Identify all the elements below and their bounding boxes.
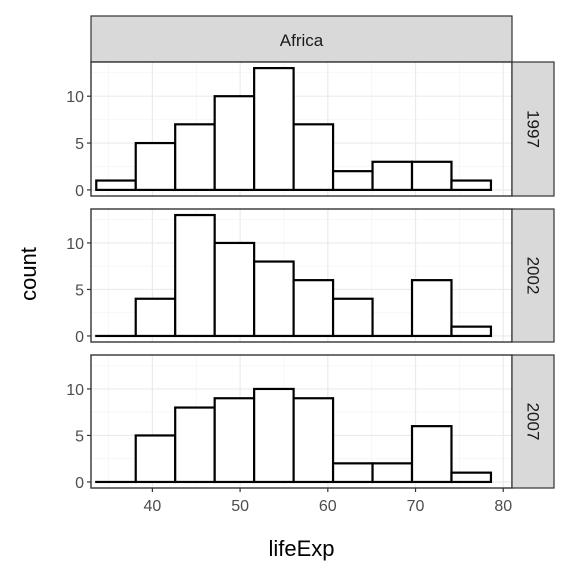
histogram-bar bbox=[175, 215, 214, 336]
panel-1997: 0 5 10 1997 bbox=[66, 62, 554, 200]
histogram-bar bbox=[333, 299, 372, 336]
histogram-bar bbox=[254, 262, 293, 336]
y-tick-label: 5 bbox=[75, 136, 84, 153]
x-tick-label: 80 bbox=[494, 498, 512, 515]
x-tick-label: 50 bbox=[231, 498, 249, 515]
histogram-bar bbox=[136, 435, 175, 482]
histogram-bar bbox=[333, 171, 372, 190]
histogram-bar bbox=[175, 408, 214, 482]
panel-2007: 0 5 10 2007 bbox=[66, 355, 554, 492]
y-tick-label: 0 bbox=[75, 329, 84, 346]
histogram-bar bbox=[294, 124, 333, 190]
histogram-bar bbox=[136, 299, 175, 336]
histogram-bar bbox=[412, 280, 451, 336]
y-tick-label: 10 bbox=[66, 382, 84, 399]
histogram-bar bbox=[294, 398, 333, 482]
y-axis-title: count bbox=[16, 247, 41, 301]
histogram-bar bbox=[333, 463, 372, 482]
x-tick-label: 70 bbox=[407, 498, 425, 515]
y-tick-label: 0 bbox=[75, 183, 84, 200]
y-tick-label: 10 bbox=[66, 89, 84, 106]
histogram-bar bbox=[373, 463, 412, 482]
histogram-bar bbox=[254, 389, 293, 482]
x-tick-label: 40 bbox=[143, 498, 161, 515]
histogram-bar bbox=[136, 143, 175, 190]
histogram-bar bbox=[215, 243, 254, 336]
histogram-bar bbox=[215, 398, 254, 482]
histogram-bar bbox=[373, 162, 412, 190]
y-tick-label: 0 bbox=[75, 475, 84, 492]
row-strip-label: 1997 bbox=[524, 110, 543, 148]
x-axis-title: lifeExp bbox=[268, 536, 334, 561]
panel-2002: 0 5 10 2002 bbox=[66, 209, 554, 346]
histogram-bar bbox=[254, 68, 293, 190]
histogram-bar bbox=[412, 162, 451, 190]
histogram-bar bbox=[294, 280, 333, 336]
row-strip-label: 2007 bbox=[524, 403, 543, 441]
histogram-bar bbox=[451, 473, 490, 482]
x-tick-label: 60 bbox=[319, 498, 337, 515]
histogram-bar bbox=[96, 181, 135, 190]
histogram-bar bbox=[451, 327, 490, 336]
panels: 0 5 10 1997 0 5 10 2002 0 5 10 2007 bbox=[66, 62, 554, 492]
column-strip-label: Africa bbox=[280, 31, 324, 50]
histogram-bar bbox=[451, 181, 490, 190]
y-tick-label: 5 bbox=[75, 282, 84, 299]
histogram-bar bbox=[175, 124, 214, 190]
y-tick-label: 10 bbox=[66, 236, 84, 253]
row-strip-label: 2002 bbox=[524, 257, 543, 295]
histogram-bar bbox=[412, 426, 451, 482]
y-tick-label: 5 bbox=[75, 428, 84, 445]
histogram-bar bbox=[215, 96, 254, 190]
